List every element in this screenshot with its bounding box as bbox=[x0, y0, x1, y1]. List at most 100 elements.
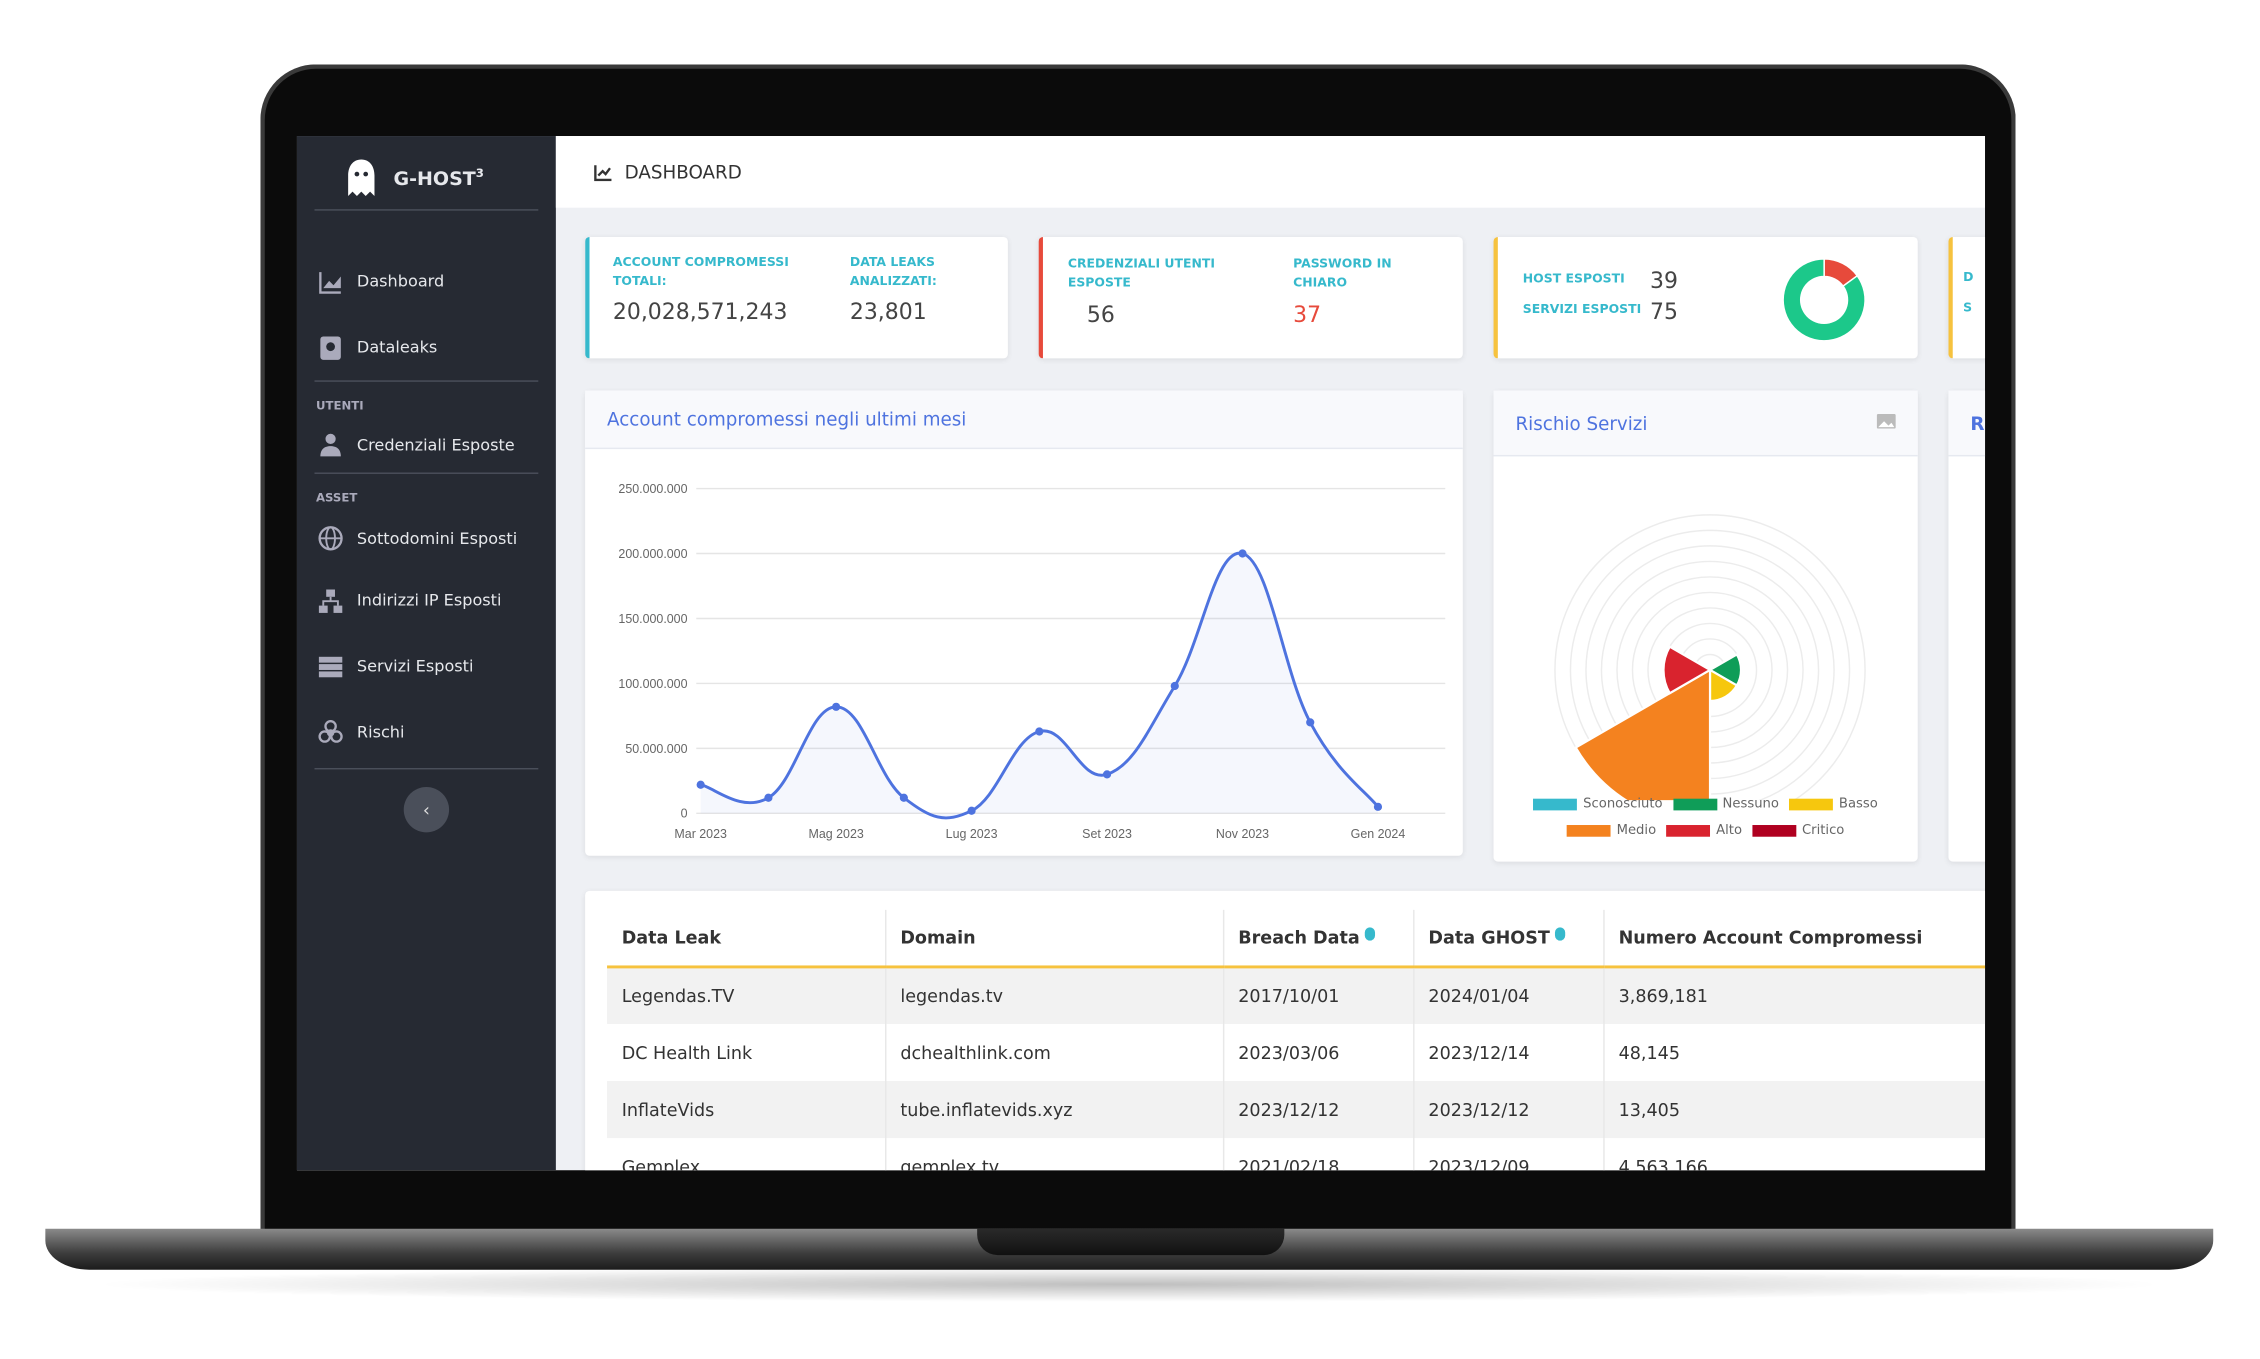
database-icon bbox=[320, 335, 341, 360]
table-cell: 2017/10/01 bbox=[1222, 966, 1414, 1024]
chart-area-icon bbox=[319, 271, 341, 293]
donut-slice bbox=[1782, 258, 1866, 342]
sidebar-item-sottodomini[interactable]: Sottodomini Esposti bbox=[297, 509, 556, 568]
table-cell: 13,405 bbox=[1603, 1081, 1986, 1139]
data-point bbox=[832, 702, 841, 711]
table-row[interactable]: DC Health Link dchealthlink.com 2023/03/06… bbox=[607, 1023, 1985, 1082]
table-cell: gemplex.tv bbox=[884, 1138, 1224, 1171]
x-tick-label: Nov 2023 bbox=[1216, 827, 1269, 841]
topbar: DASHBOARD bbox=[555, 136, 1986, 208]
stat-card-accounts: ACCOUNT COMPROMESSI TOTALI: 20,028,571,2… bbox=[585, 236, 1008, 359]
stat-card-partial: D S bbox=[1948, 236, 1986, 359]
stat-label: SERVIZI ESPOSTI bbox=[1522, 302, 1642, 318]
image-icon[interactable] bbox=[1876, 413, 1896, 429]
sidebar-collapse-button[interactable]: ‹ bbox=[403, 786, 450, 833]
dataleaks-table-card: Data Leak Domain Breach Data Data GHOST … bbox=[585, 890, 1986, 1171]
column-header-domain[interactable]: Domain bbox=[884, 909, 1224, 969]
legend-row-2: Medio Alto Critico bbox=[1494, 824, 1918, 838]
legend-item[interactable]: Sconosciuto bbox=[1533, 797, 1663, 812]
screen: G-HOST3 Dashboard Dataleaks UTENTI Crede… bbox=[296, 136, 1986, 1171]
user-secret-icon bbox=[320, 433, 341, 457]
sidebar-item-credenziali-esposte[interactable]: Credenziali Esposte bbox=[297, 417, 556, 473]
legend-item[interactable]: Alto bbox=[1666, 824, 1742, 838]
network-icon bbox=[318, 588, 343, 613]
stat-label: DATA LEAKS ANALIZZATI: bbox=[849, 255, 937, 290]
legend-row-1: Sconosciuto Nessuno Basso bbox=[1494, 797, 1918, 812]
third-chart-card: R bbox=[1948, 390, 1986, 862]
table-row[interactable]: Gemplex gemplex.tv 2021/02/18 2023/12/09 4,5… bbox=[607, 1138, 1985, 1171]
section-heading-utenti: UTENTI bbox=[315, 399, 364, 413]
legend-item[interactable]: Critico bbox=[1752, 824, 1844, 838]
brand-sup: 3 bbox=[475, 166, 484, 180]
table-cell: InflateVids bbox=[607, 1081, 886, 1139]
sidebar-item-label: Sottodomini Esposti bbox=[356, 528, 518, 548]
laptop-notch bbox=[977, 1228, 1285, 1256]
x-tick-label: Mar 2023 bbox=[674, 827, 727, 841]
sidebar-item-servizi[interactable]: Servizi Esposti bbox=[297, 633, 556, 699]
laptop-shadow bbox=[87, 1266, 2171, 1302]
sidebar-item-dashboard[interactable]: Dashboard bbox=[297, 249, 556, 315]
stat-value: 56 bbox=[1086, 301, 1115, 328]
divider bbox=[314, 472, 539, 474]
column-header-breach-data[interactable]: Breach Data bbox=[1222, 909, 1414, 969]
sidebar-item-rischi[interactable]: Rischi bbox=[297, 699, 556, 765]
polar-area-chart bbox=[1554, 514, 1866, 801]
ghost-logo-icon bbox=[348, 159, 375, 197]
chevron-left-icon: ‹ bbox=[422, 799, 430, 820]
table-cell: 2023/12/09 bbox=[1413, 1138, 1604, 1171]
legend-item[interactable]: Nessuno bbox=[1672, 797, 1779, 812]
table-cell: DC Health Link bbox=[607, 1023, 886, 1082]
sidebar-item-indirizzi-ip[interactable]: Indirizzi IP Esposti bbox=[297, 568, 556, 634]
y-tick-label: 100.000.000 bbox=[618, 677, 687, 691]
sidebar-item-label: Credenziali Esposte bbox=[356, 435, 515, 455]
y-tick-label: 0 bbox=[681, 807, 688, 821]
sidebar-item-label: Indirizzi IP Esposti bbox=[356, 590, 502, 610]
stat-value: 20,028,571,243 bbox=[612, 298, 788, 325]
divider bbox=[314, 380, 539, 382]
table-cell: 4,563,166 bbox=[1618, 1156, 1708, 1171]
x-tick-label: Set 2023 bbox=[1082, 827, 1132, 841]
column-header-numero-account[interactable]: Numero Account Compromessi bbox=[1603, 909, 1986, 969]
sidebar-item-label: Servizi Esposti bbox=[356, 656, 474, 676]
data-point bbox=[1035, 727, 1044, 736]
polar-chart-card: Rischio Servizi Sconosciuto Nessuno Bass… bbox=[1493, 390, 1918, 862]
info-icon[interactable] bbox=[1554, 927, 1565, 941]
chart-line-icon bbox=[594, 164, 612, 181]
data-point bbox=[1102, 770, 1112, 779]
stat-label: D bbox=[1963, 270, 1974, 286]
stat-value: 39 bbox=[1650, 267, 1678, 295]
data-point bbox=[1373, 802, 1383, 811]
line-area bbox=[700, 553, 1378, 818]
sidebar-item-label: Dashboard bbox=[356, 272, 445, 292]
data-point bbox=[1170, 681, 1179, 691]
radial-gridline bbox=[1554, 514, 1866, 801]
globe-icon bbox=[318, 526, 343, 551]
column-header-data-leak[interactable]: Data Leak bbox=[607, 909, 886, 969]
legend-item[interactable]: Medio bbox=[1566, 824, 1656, 838]
table-row[interactable]: InflateVids tube.inflatevids.xyz 2023/12/1… bbox=[607, 1081, 1986, 1139]
column-header-data-ghost[interactable]: Data GHOST bbox=[1413, 909, 1604, 969]
polar-segment-alto bbox=[1662, 645, 1713, 695]
brand-name: G-HOST bbox=[393, 168, 476, 191]
divider bbox=[314, 209, 539, 211]
data-point bbox=[899, 793, 908, 802]
x-tick-label: Lug 2023 bbox=[946, 827, 998, 841]
series-line bbox=[700, 552, 1380, 820]
table-cell: 48,145 bbox=[1618, 1042, 1681, 1063]
legend-item[interactable]: Basso bbox=[1789, 797, 1878, 812]
table-cell: 2023/12/12 bbox=[1222, 1081, 1414, 1139]
biohazard-icon bbox=[318, 719, 343, 743]
data-point bbox=[967, 806, 976, 815]
table-cell: 2023/03/06 bbox=[1222, 1023, 1414, 1082]
table-cell: Gemplex bbox=[607, 1138, 886, 1171]
brand[interactable]: G-HOST3 bbox=[297, 136, 556, 209]
stat-label: CREDENZIALI UTENTI ESPOSTE bbox=[1067, 257, 1215, 292]
sidebar-item-label: Rischi bbox=[356, 722, 405, 742]
stat-label: ACCOUNT COMPROMESSI TOTALI: bbox=[612, 255, 789, 290]
sidebar-item-dataleaks[interactable]: Dataleaks bbox=[297, 315, 556, 381]
table-row[interactable]: Legendas.TV legendas.tv 2017/10/01 2024/01/… bbox=[607, 966, 1986, 1024]
table-cell: 2023/12/14 bbox=[1413, 1023, 1604, 1082]
divider bbox=[314, 767, 539, 770]
y-tick-label: 150.000.000 bbox=[618, 612, 687, 626]
info-icon[interactable] bbox=[1364, 927, 1375, 941]
